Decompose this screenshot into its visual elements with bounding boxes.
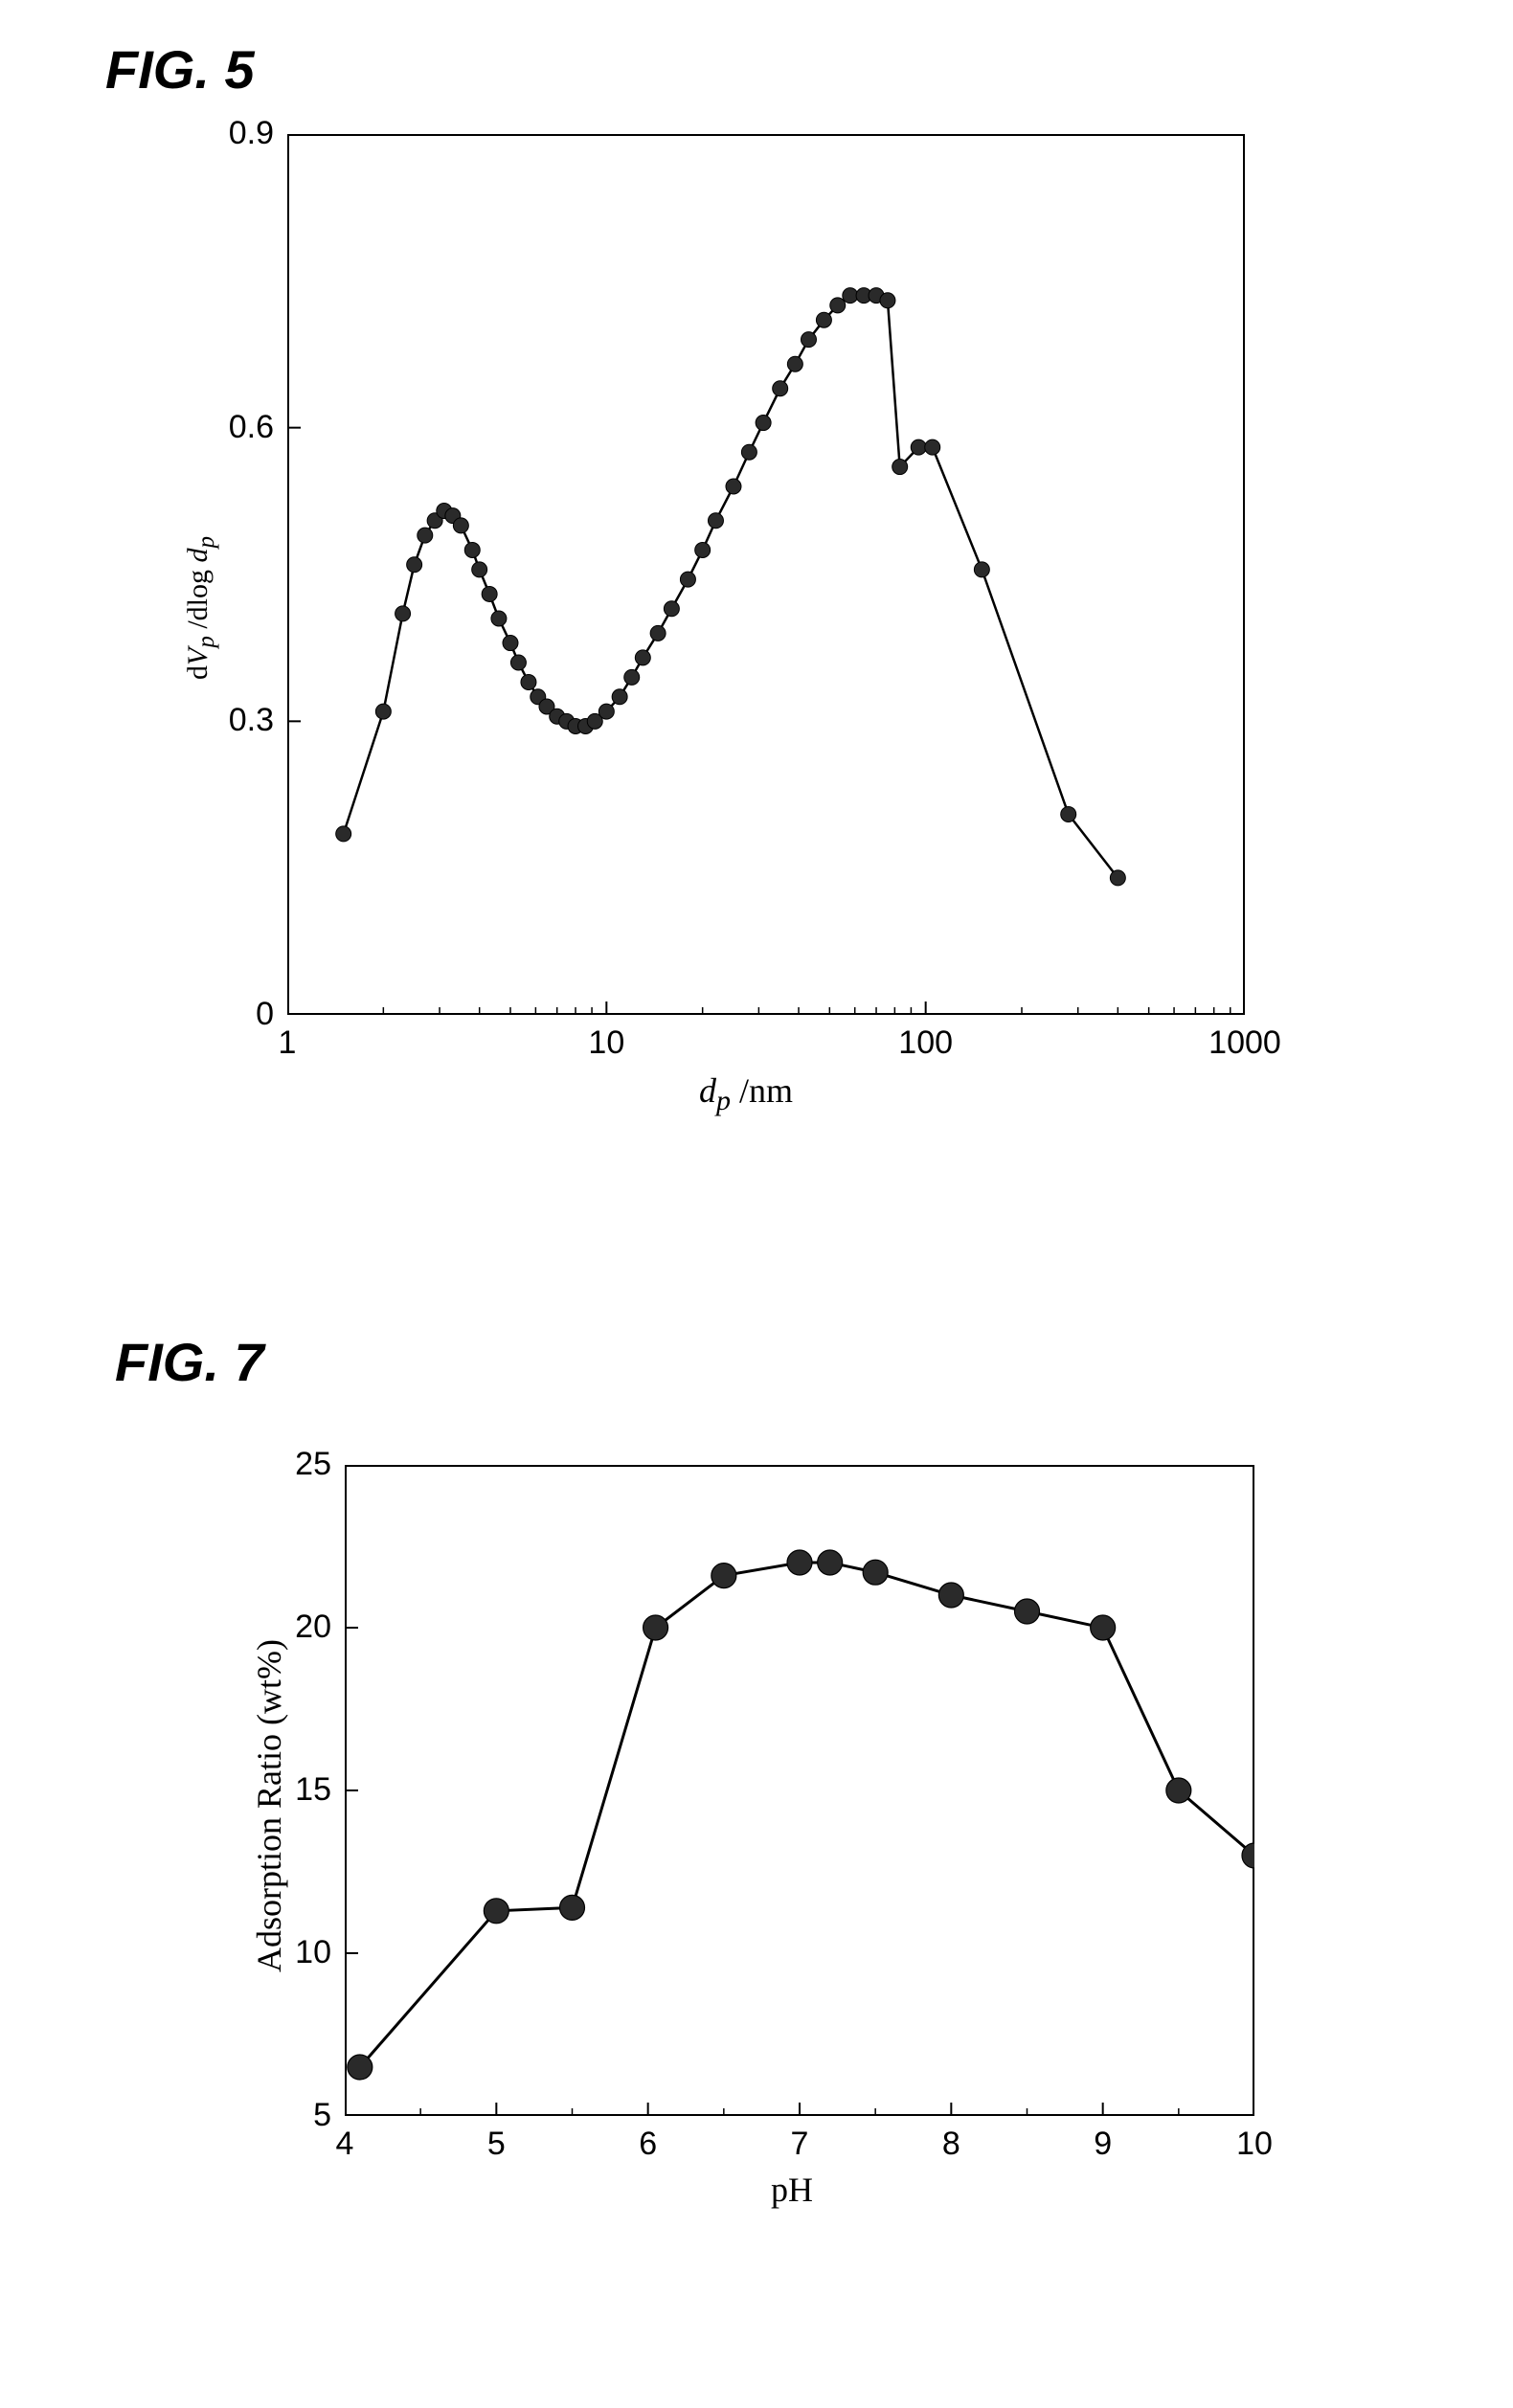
- fig7-xtick-label: 7: [771, 2126, 828, 2163]
- fig7-xtick-label: 9: [1074, 2126, 1132, 2163]
- fig5-xtick-label: 100: [888, 1024, 964, 1062]
- fig7-xtick-label: 5: [467, 2126, 525, 2163]
- fig7-svg: [345, 1465, 1254, 2116]
- fig5-ytick-label: 0.6: [229, 409, 274, 446]
- fig7-xtick-label: 4: [316, 2126, 373, 2163]
- fig7-xtick-label: 8: [922, 2126, 980, 2163]
- fig5-ytick-label: 0.9: [229, 115, 274, 152]
- fig5-xlabel: dp /nm: [699, 1070, 793, 1117]
- fig5-svg: [287, 134, 1245, 1015]
- fig7-ytick-label: 15: [295, 1771, 331, 1809]
- fig5-xtick-label: 1: [249, 1024, 326, 1062]
- fig5-xtick-label: 10: [568, 1024, 644, 1062]
- fig7-xtick-label: 6: [620, 2126, 677, 2163]
- fig5-label: FIG. 5: [105, 38, 255, 101]
- fig7-xlabel: pH: [771, 2170, 813, 2210]
- fig7-label: FIG. 7: [115, 1331, 264, 1393]
- fig7-ytick-label: 10: [295, 1934, 331, 1971]
- fig7-ylabel: Adsorption Ratio (wt%): [249, 1639, 289, 1972]
- fig5-ytick-label: 0.3: [229, 702, 274, 739]
- fig7-xtick-label: 10: [1226, 2126, 1283, 2163]
- fig5-xtick-label: 1000: [1207, 1024, 1283, 1062]
- fig5-ylabel: dVp /dlog dp: [182, 536, 220, 680]
- page: FIG. 5 00.30.60.9 1101001000 dp /nm dVp …: [0, 0, 1513, 2408]
- fig5-chart: [287, 134, 1245, 1015]
- fig7-ytick-label: 25: [295, 1446, 331, 1483]
- fig7-ytick-label: 20: [295, 1609, 331, 1646]
- fig7-chart: [345, 1465, 1254, 2116]
